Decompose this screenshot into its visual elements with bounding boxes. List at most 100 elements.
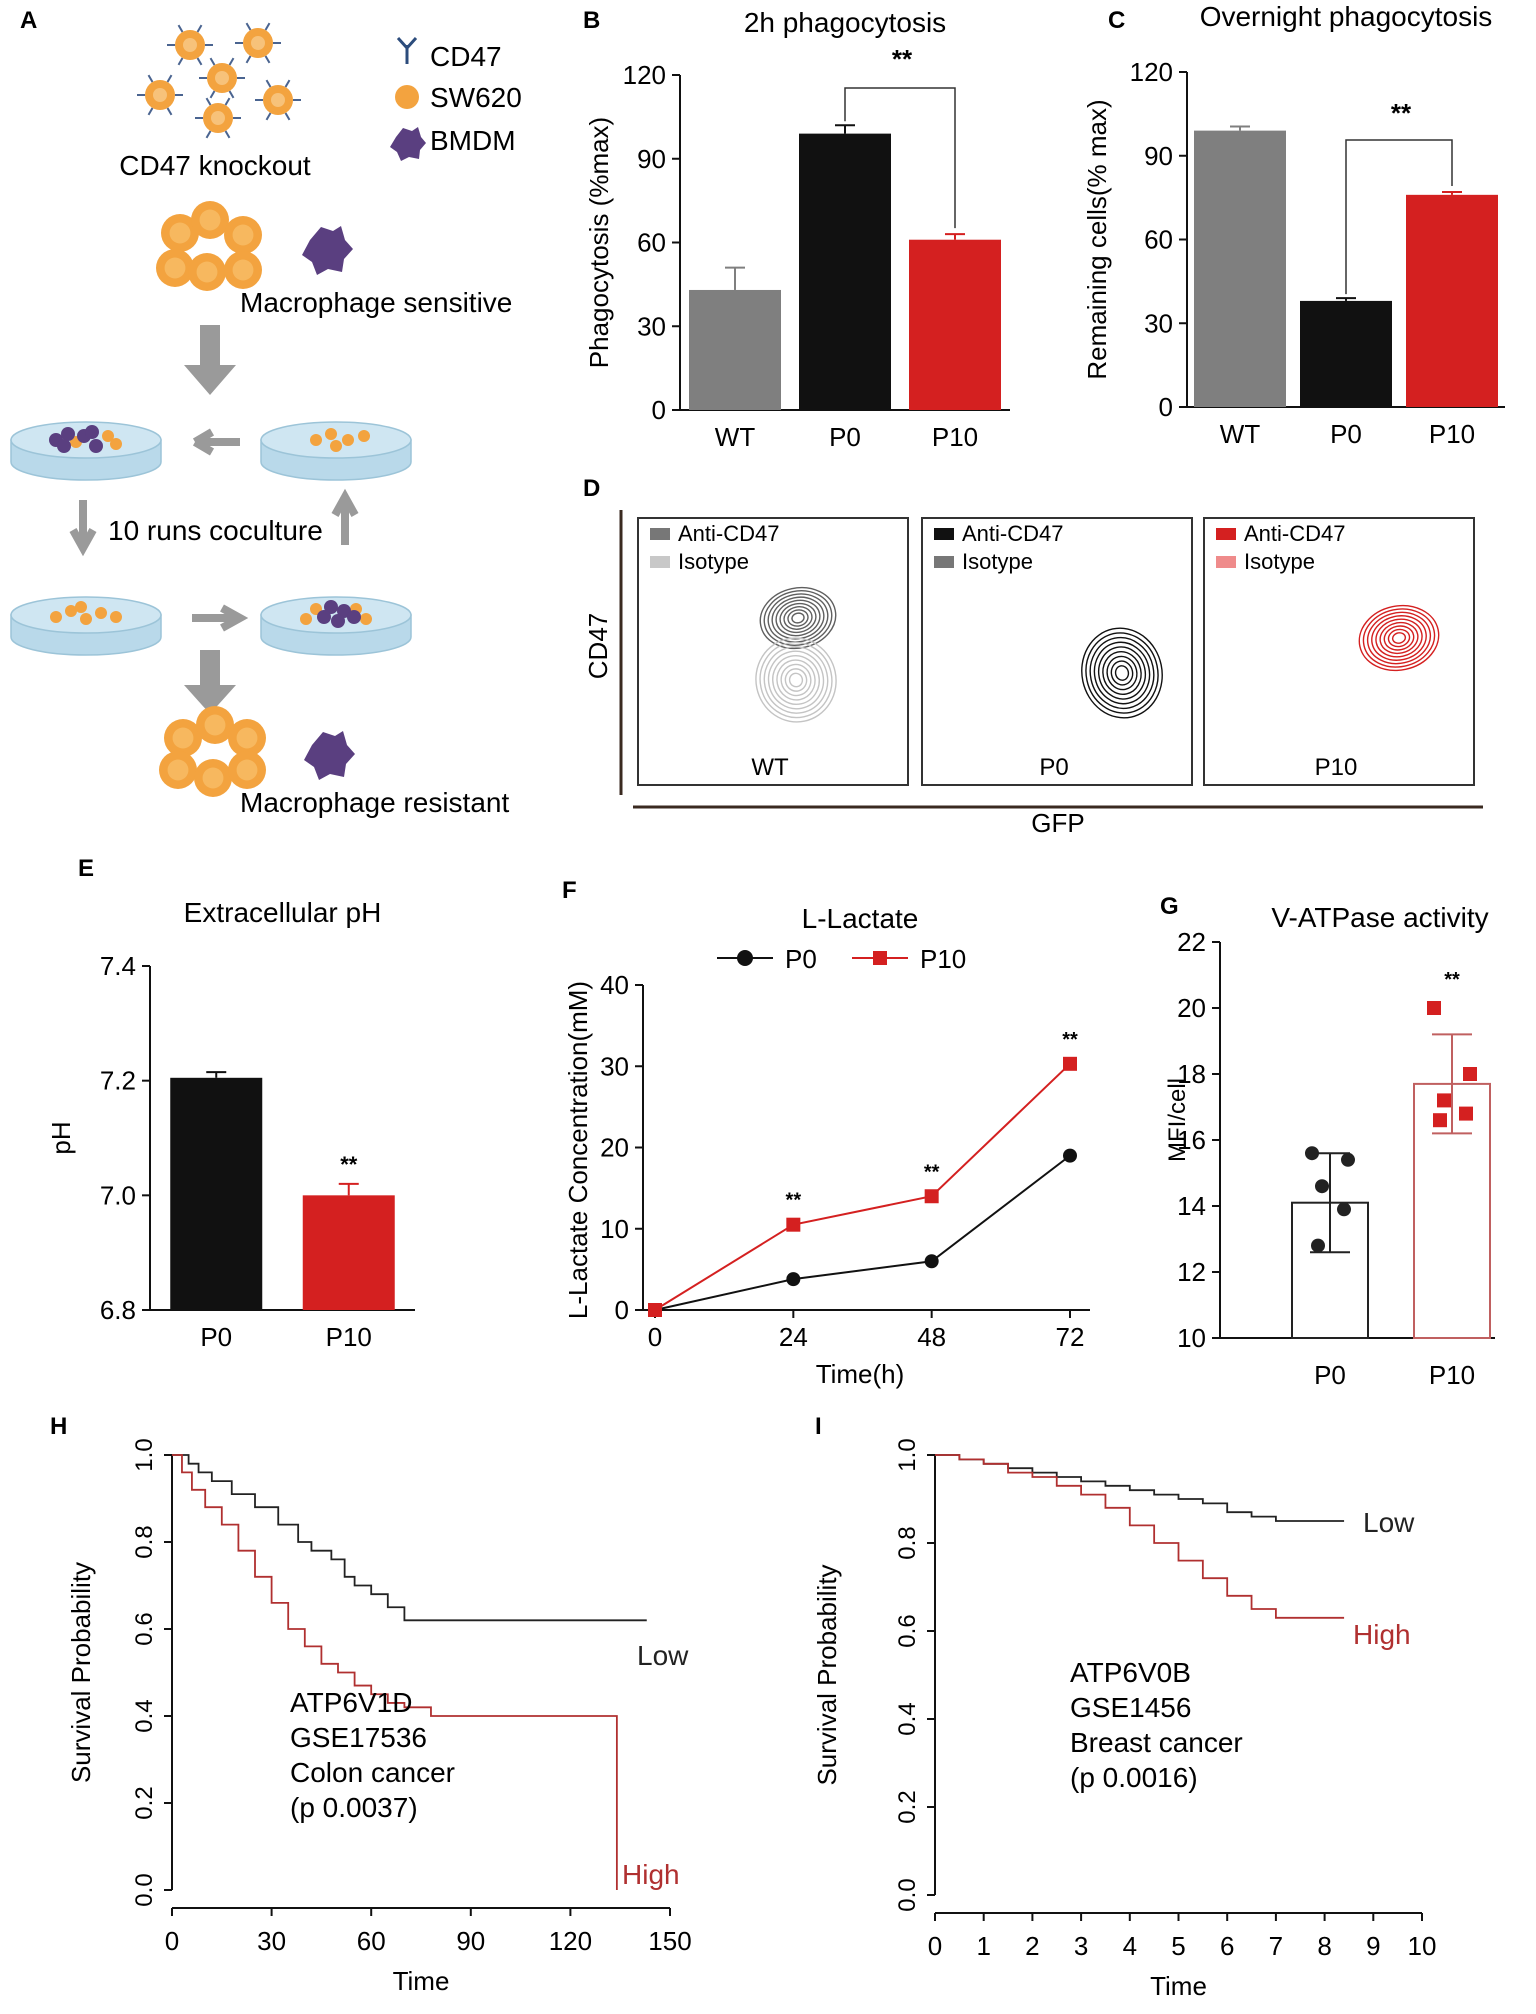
antibody-icon xyxy=(205,130,212,139)
bar-wt xyxy=(1194,130,1286,407)
data-point xyxy=(1433,1113,1447,1128)
cell-nucleus xyxy=(211,111,225,125)
chart-d-cd47-flow-contours: CD47 GFP Anti-CD47 Isotype WT Anti-CD47 Isotyp… xyxy=(583,510,1483,838)
legend-cd47: CD47 xyxy=(396,36,502,72)
up-arrow-icon xyxy=(331,488,359,545)
dish-coculture xyxy=(260,596,412,656)
cell-icon xyxy=(310,434,322,446)
legend-sw620: SW620 xyxy=(395,82,522,113)
antibody-icon xyxy=(166,74,173,83)
antibody-icon xyxy=(196,24,203,33)
contour-ring xyxy=(780,663,812,697)
data-point xyxy=(924,1254,939,1269)
legend-swatch xyxy=(1216,556,1236,568)
y-axis-label: Phagocytosis (%max) xyxy=(584,117,614,368)
plot-label: WT xyxy=(751,754,789,781)
cell-nucleus xyxy=(199,209,221,231)
data-point xyxy=(1063,1056,1077,1071)
antibody-icon xyxy=(284,79,291,88)
annotation-line: GSE17536 xyxy=(290,1722,427,1753)
cell-nucleus xyxy=(204,714,226,736)
chart-g-v-atpase-activity: V-ATPase activity 10 12 14 16 18 20 22 MFI/cell P… xyxy=(1164,902,1495,1390)
bar-wt xyxy=(689,289,781,410)
contour-plot-wt: Anti-CD47 Isotype WT xyxy=(637,517,909,786)
significance-bracket xyxy=(844,87,956,229)
contour-ring xyxy=(775,599,821,637)
right-arrow-icon xyxy=(192,604,249,632)
x-tick-label: 0 xyxy=(648,1322,662,1352)
y-tick-label: 60 xyxy=(637,228,666,258)
x-tick-label: 2 xyxy=(1025,1931,1039,1961)
contour-ring xyxy=(1081,627,1163,719)
x-tick-label: 72 xyxy=(1056,1322,1085,1352)
contour-ring xyxy=(1379,621,1419,655)
x-tick-label: 0 xyxy=(165,1926,179,1956)
annotation-line: (p 0.0016) xyxy=(1070,1762,1198,1793)
bar-p10 xyxy=(909,239,1001,410)
macrophage-icon xyxy=(302,226,353,275)
x-tick-label: 24 xyxy=(779,1322,808,1352)
y-tick-label: 0.0 xyxy=(131,1873,158,1906)
y-tick-label: 120 xyxy=(1130,57,1173,87)
x-tick-label: P0 xyxy=(1330,419,1362,449)
cell-nucleus xyxy=(183,38,197,52)
cell-nucleus xyxy=(172,727,194,749)
x-tick-label: 90 xyxy=(456,1926,485,1956)
macrophage-icon xyxy=(304,731,355,780)
cell-icon xyxy=(50,611,62,623)
cd47-knockout-cell-cluster xyxy=(137,22,301,139)
bar-p10 xyxy=(1406,194,1498,407)
y-tick-label: 40 xyxy=(600,970,629,1000)
y-tick-label: 0.2 xyxy=(894,1790,921,1823)
chart-title: V-ATPase activity xyxy=(1271,902,1488,933)
y-tick-label: 30 xyxy=(637,311,666,341)
legend-swatch xyxy=(650,556,670,568)
cell-icon xyxy=(342,434,354,446)
x-tick-label: 7 xyxy=(1269,1931,1283,1961)
bar-p0 xyxy=(1300,300,1392,407)
chart-i-survival-breast: 0.0 0.2 0.4 0.6 0.8 1.0 0 1 2 3 4 5 6 7 8 9 10 Time Surviv… xyxy=(812,1438,1436,2001)
macrophage-icon xyxy=(317,610,331,624)
y-tick-label: 0.4 xyxy=(894,1702,921,1735)
chart-title: L-Lactate xyxy=(802,903,919,934)
legend-bmdm: BMDM xyxy=(390,125,516,161)
y-axis-label: Survival Probability xyxy=(66,1562,96,1783)
data-point xyxy=(924,1189,939,1204)
annotation-line: ATP6V1D xyxy=(290,1687,412,1718)
down-arrow-icon xyxy=(69,500,97,557)
antibody-icon xyxy=(265,112,272,121)
contour-ring xyxy=(1089,636,1155,710)
significance-label: ** xyxy=(1444,969,1460,991)
panel-c-letter: C xyxy=(1108,7,1125,34)
macrophage-icon xyxy=(331,614,345,628)
y-tick-label: 120 xyxy=(623,60,666,90)
contour-ring xyxy=(1383,625,1415,651)
x-tick-label: WT xyxy=(1220,419,1261,449)
antibody-icon xyxy=(196,57,203,66)
panel-e-letter: E xyxy=(78,855,94,882)
y-tick-label: 30 xyxy=(600,1051,629,1081)
macrophage-icon xyxy=(57,439,71,453)
annotation-line: GSE1456 xyxy=(1070,1692,1191,1723)
contour-ring xyxy=(1093,641,1151,705)
significance-bracket xyxy=(1345,139,1453,295)
legend-label: Isotype xyxy=(678,549,749,574)
y-tick-label: 0.2 xyxy=(131,1786,158,1819)
cell-icon xyxy=(358,430,370,442)
y-tick-label: 0.8 xyxy=(131,1525,158,1558)
antibody-icon xyxy=(177,57,184,66)
antibody-icon xyxy=(177,24,184,33)
contour-ring xyxy=(788,672,804,688)
y-tick-label: 18 xyxy=(1177,1059,1206,1089)
x-tick-label: 120 xyxy=(549,1926,592,1956)
antibody-icon xyxy=(228,57,235,66)
cell-nucleus xyxy=(202,767,224,789)
contour-plot-p0: Anti-CD47 Isotype P0 xyxy=(921,517,1193,786)
data-point xyxy=(786,1217,801,1232)
x-tick-label: 4 xyxy=(1123,1931,1137,1961)
macrophage-icon xyxy=(390,127,426,161)
left-arrow-icon xyxy=(192,428,240,456)
y-tick-label: 10 xyxy=(600,1214,629,1244)
cell-icon xyxy=(325,428,337,440)
antibody-icon xyxy=(209,57,216,66)
